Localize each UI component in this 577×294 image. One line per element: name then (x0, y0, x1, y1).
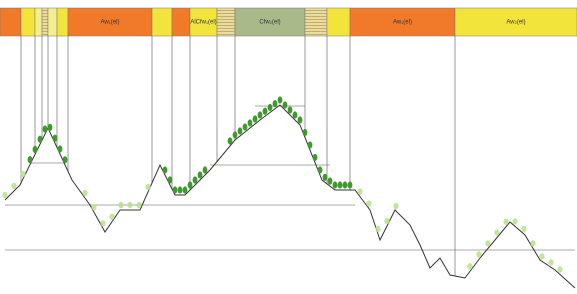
zone (48, 8, 57, 36)
tree (503, 219, 508, 225)
tree (318, 166, 323, 173)
tree (33, 146, 38, 153)
profile-diagram: Aw₁(el) AlCfw₁(el) Cfw₂(el) Aw₁(el) Aw₂(el) (0, 0, 577, 294)
tree (43, 126, 48, 133)
zone (21, 8, 35, 36)
tree (273, 100, 278, 107)
tree (557, 266, 562, 272)
zone-bar: Aw₁(el) AlCfw₁(el) Cfw₂(el) Aw₁(el) Aw₂(el) (0, 8, 577, 36)
tree (333, 181, 338, 188)
tree (548, 259, 553, 265)
tree (100, 220, 105, 226)
tree (178, 186, 183, 193)
tree (313, 154, 318, 161)
zone (57, 8, 68, 36)
tree (521, 226, 526, 232)
tree (298, 116, 303, 123)
zone (305, 8, 327, 36)
zone-label: AlCfw₁(el) (190, 20, 216, 26)
tree (357, 188, 362, 194)
tree (268, 104, 273, 111)
tree (253, 115, 258, 122)
zone (35, 8, 42, 36)
tree (91, 204, 96, 210)
terrain (5, 105, 575, 288)
tree (303, 129, 308, 136)
zone (42, 8, 48, 36)
tree (168, 176, 173, 183)
trees (2, 96, 562, 272)
tree (188, 181, 193, 188)
tree (118, 202, 123, 208)
tree (393, 203, 398, 209)
tree (198, 171, 203, 178)
tree (48, 124, 53, 131)
tree (127, 202, 132, 208)
zone-label: Aw₁(el) (101, 20, 120, 26)
tree (136, 202, 141, 208)
tree (238, 127, 243, 134)
tree (343, 181, 348, 188)
tree (293, 111, 298, 118)
tree (476, 251, 481, 257)
tree (53, 135, 58, 142)
zone (0, 8, 21, 36)
tree (248, 119, 253, 126)
tree (163, 166, 168, 173)
tree (366, 200, 371, 206)
tree (145, 184, 150, 190)
tree (348, 181, 353, 188)
zone (217, 8, 235, 36)
tree (512, 218, 517, 224)
tree (193, 176, 198, 183)
tree (263, 108, 268, 115)
tree (63, 156, 68, 163)
tree (28, 156, 33, 163)
zone-label: Aw₂(el) (506, 20, 525, 26)
tree (467, 263, 472, 269)
tree (278, 96, 283, 103)
tree (173, 186, 178, 193)
tree (258, 111, 263, 118)
tree (2, 192, 7, 198)
tree (375, 226, 380, 232)
tree (384, 218, 389, 224)
tree (183, 186, 188, 193)
tree (539, 253, 544, 259)
tree (228, 137, 233, 144)
tree (82, 190, 87, 196)
tree (233, 131, 238, 138)
tree (288, 106, 293, 113)
tree (308, 141, 313, 148)
tree (38, 136, 43, 143)
zone-label: Aw₁(el) (393, 20, 412, 26)
tree (328, 178, 333, 185)
tree (11, 183, 16, 189)
tree (20, 171, 25, 177)
tree (109, 214, 114, 220)
zone (152, 8, 172, 36)
guides (5, 36, 575, 288)
tree (323, 174, 328, 181)
tree (530, 240, 535, 246)
tree (203, 166, 208, 173)
tree (338, 181, 343, 188)
zone (327, 8, 350, 36)
tree (58, 145, 63, 152)
tree (494, 229, 499, 235)
zone (172, 8, 190, 36)
zone-label: Cfw₂(el) (259, 20, 280, 26)
tree (283, 101, 288, 108)
tree (485, 240, 490, 246)
tree (243, 123, 248, 130)
